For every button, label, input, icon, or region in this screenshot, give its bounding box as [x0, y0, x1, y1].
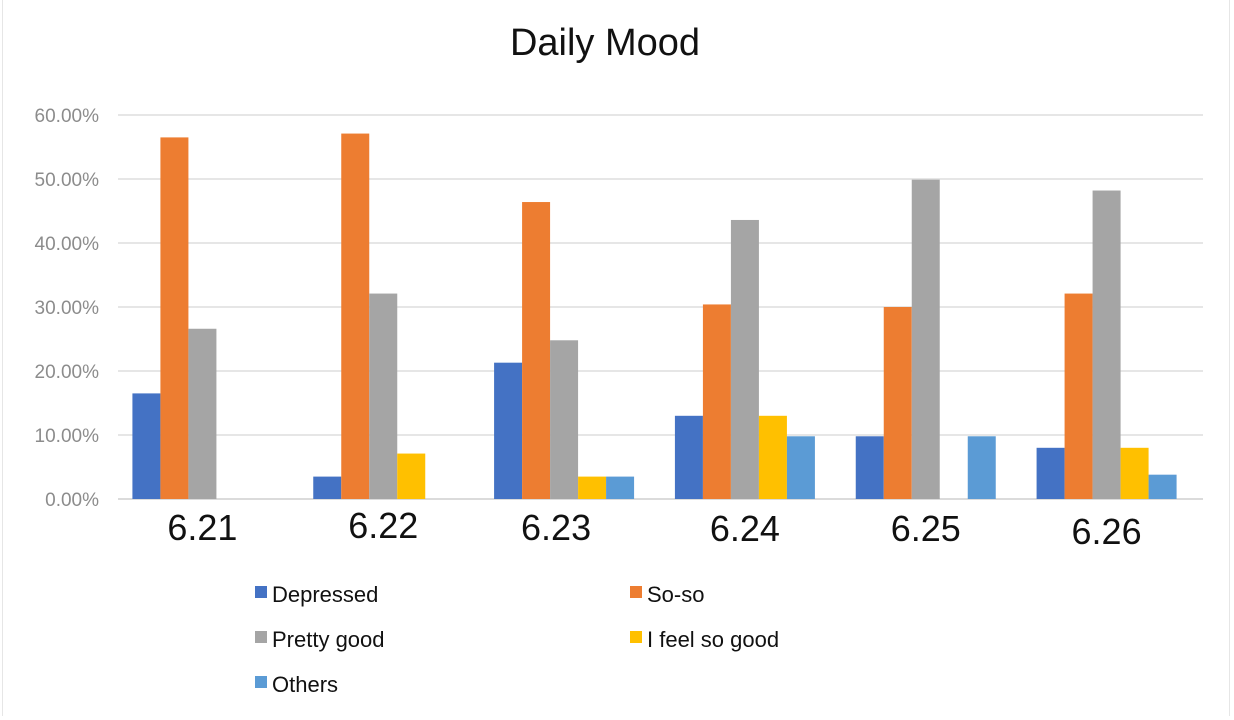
x-axis-ticks: 6.21 6.22 6.23 6.24 6.25 6.26: [167, 505, 1141, 552]
bar-so-so: [522, 202, 551, 500]
legend-swatch: [255, 676, 267, 688]
gridlines: [118, 114, 1203, 500]
legend-label: Others: [272, 672, 338, 697]
x-tick-label: 6.21: [167, 507, 237, 548]
legend-label: I feel so good: [647, 627, 779, 652]
bar-pretty-good: [188, 328, 217, 499]
bar-depressed: [132, 393, 161, 499]
x-tick-label: 6.26: [1072, 511, 1142, 552]
bar-so-so: [1064, 293, 1093, 499]
bar-pretty-good: [1092, 190, 1121, 499]
bar-others: [606, 476, 635, 499]
y-tick-label: 20.00%: [35, 362, 100, 383]
bar-depressed: [855, 436, 884, 499]
bar-so-so: [702, 304, 731, 499]
chart-title: Daily Mood: [509, 22, 701, 64]
bar-depressed: [674, 415, 703, 499]
x-tick-label: 6.24: [710, 508, 780, 549]
bar-others: [967, 436, 996, 499]
bar-others: [1148, 474, 1177, 499]
bar-pretty-good: [550, 340, 579, 499]
bar-pretty-good: [911, 179, 940, 499]
bars: [132, 133, 1177, 500]
bar-so-so: [883, 307, 912, 499]
legend-label: Depressed: [272, 582, 378, 607]
y-tick-label: 40.00%: [35, 234, 100, 255]
y-tick-label: 60.00%: [35, 106, 100, 127]
y-tick-label: 50.00%: [35, 170, 100, 191]
bar-so-so: [341, 133, 370, 499]
x-tick-label: 6.25: [891, 508, 961, 549]
legend-swatch: [630, 586, 642, 598]
legend-label: So-so: [647, 582, 704, 607]
bar-i-feel-so-good: [578, 476, 607, 499]
bar-depressed: [313, 476, 342, 499]
legend-label: Pretty good: [272, 627, 385, 652]
x-tick-label: 6.23: [521, 507, 591, 548]
y-tick-label: 10.00%: [35, 426, 100, 447]
legend-swatch: [255, 631, 267, 643]
legend: Depressed So-so Pretty good I feel so good O…: [255, 582, 779, 697]
bar-pretty-good: [730, 219, 759, 499]
bar-pretty-good: [369, 293, 398, 499]
legend-swatch: [630, 631, 642, 643]
bar-i-feel-so-good: [758, 415, 787, 499]
bar-i-feel-so-good: [397, 453, 426, 499]
bar-so-so: [160, 137, 189, 499]
bar-i-feel-so-good: [1120, 447, 1149, 499]
bar-others: [786, 436, 815, 499]
y-axis-ticks: 0.00% 10.00% 20.00% 30.00% 40.00% 50.00% 60.00…: [35, 106, 100, 511]
legend-swatch: [255, 586, 267, 598]
bar-depressed: [1036, 447, 1065, 499]
chart-svg: 0.00% 10.00% 20.00% 30.00% 40.00% 50.00% 60.00…: [35, 106, 1203, 697]
y-tick-label: 30.00%: [35, 298, 100, 319]
y-tick-label: 0.00%: [45, 490, 99, 511]
x-tick-label: 6.22: [348, 505, 418, 546]
bar-depressed: [494, 362, 523, 499]
